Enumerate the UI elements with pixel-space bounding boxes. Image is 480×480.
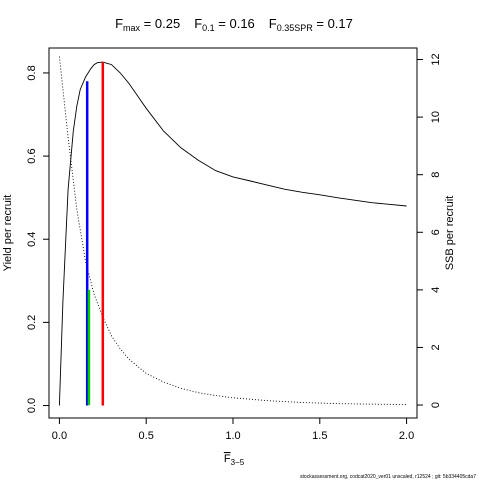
title-item-subscript: 0.35SPR xyxy=(277,23,314,33)
ssb-per-recruit-line xyxy=(58,56,407,405)
x-tick-label: 1.5 xyxy=(312,430,327,442)
yield-per-recruit-line xyxy=(58,61,407,406)
y-axis-right: 0 2 4 6 8 10 12 xyxy=(417,53,442,408)
title-item-value: = 0.25 xyxy=(140,16,180,31)
x-axis-label-symbol: F xyxy=(224,453,231,465)
y-right-tick-label: 4 xyxy=(430,287,442,293)
x-tick-label: 0.0 xyxy=(52,430,67,442)
x-axis: 0.0 0.5 1.0 1.5 2.0 xyxy=(52,417,414,442)
title-item-value: = 0.17 xyxy=(313,16,353,31)
y-right-tick-label: 10 xyxy=(430,111,442,123)
y-left-tick-label: 0.0 xyxy=(26,398,38,413)
title-item-subscript: max xyxy=(123,23,141,33)
reference-lines xyxy=(85,62,105,406)
title-item-symbol: F xyxy=(194,16,202,31)
y-right-tick-label: 6 xyxy=(430,229,442,235)
y-right-tick-label: 8 xyxy=(430,172,442,178)
title-item-subscript: 0.1 xyxy=(202,23,215,33)
y-left-tick-label: 0.6 xyxy=(26,148,38,163)
title-item-symbol: F xyxy=(115,16,123,31)
y-left-tick-label: 0.4 xyxy=(26,232,38,247)
x-axis-label-subscript: 3−5 xyxy=(231,458,245,467)
title-item-value: = 0.16 xyxy=(215,16,255,31)
x-tick-label: 0.5 xyxy=(139,430,154,442)
title-item-symbol: F xyxy=(269,16,277,31)
y-left-tick-label: 0.8 xyxy=(26,65,38,80)
x-tick-label: 2.0 xyxy=(399,430,414,442)
y-right-tick-label: 0 xyxy=(430,402,442,408)
footer-note: stockassessment.org, codcat2020_ver01 un… xyxy=(300,474,476,480)
y-axis-left-label: Yield per recruit xyxy=(2,195,14,272)
x-axis-label: F3−5 xyxy=(224,453,245,467)
x-tick-label: 1.0 xyxy=(225,430,240,442)
y-right-tick-label: 2 xyxy=(430,344,442,350)
y-axis-right-label: SSB per recruit xyxy=(444,196,456,271)
y-left-tick-label: 0.2 xyxy=(26,315,38,330)
y-axis-left: 0.0 0.2 0.4 0.6 0.8 xyxy=(26,65,49,413)
chart-title: Fmax = 0.25 F0.1 = 0.16 F0.35SPR = 0.17 xyxy=(115,16,353,33)
plot-frame xyxy=(48,47,418,419)
series-layer xyxy=(58,56,407,406)
y-right-tick-label: 12 xyxy=(430,53,442,65)
